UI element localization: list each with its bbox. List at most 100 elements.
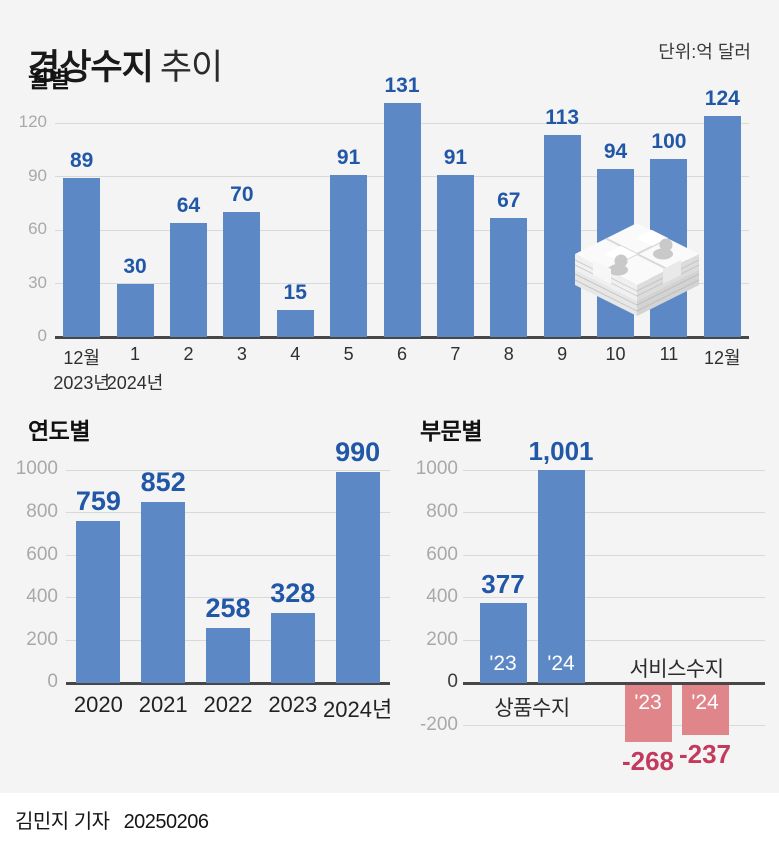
axis-tick-label: 800	[426, 500, 458, 522]
axis-tick-label: 0	[447, 671, 458, 693]
bar	[206, 628, 250, 683]
monthly-chart-title: 월별	[28, 66, 70, 92]
x-axis-label: 3	[236, 344, 247, 364]
x-axis-year-label: 2024년	[106, 373, 164, 393]
money-stacks-icon	[574, 223, 700, 316]
group-label: 상품수지	[494, 697, 570, 720]
bar	[537, 469, 585, 683]
page-title: 경상수지 추이	[28, 39, 223, 90]
axis-tick-label: -200	[419, 713, 458, 735]
bar-period-label: '23	[489, 652, 517, 675]
bar-value-label: 328	[270, 578, 316, 609]
gridline	[66, 554, 390, 556]
x-axis-label: 8	[503, 344, 514, 364]
bar-value-label: -237	[678, 739, 732, 770]
sector-chart-title: 부문별	[420, 418, 482, 444]
bar	[330, 174, 368, 337]
bar-value-label: 377	[481, 568, 525, 599]
x-axis-label: 11	[659, 344, 679, 364]
bar-value-label: 91	[443, 145, 468, 169]
bar	[276, 310, 314, 337]
x-axis-label: 2020	[73, 692, 123, 717]
axis-tick-label: 600	[26, 543, 58, 565]
bar-value-label: 258	[205, 593, 251, 624]
axis-tick-label: 0	[37, 326, 47, 346]
bar-value-label: 94	[603, 140, 628, 164]
bar	[63, 178, 101, 337]
axis-tick-label: 1000	[15, 458, 58, 480]
x-axis-label: 1	[130, 344, 141, 364]
x-axis-label: 12월	[704, 348, 741, 368]
x-axis-label: 2023	[268, 692, 318, 717]
x-axis-label: 12월	[63, 348, 100, 368]
axis-tick-label: 600	[426, 543, 458, 565]
axis-baseline	[66, 682, 390, 685]
gridline	[463, 512, 765, 514]
axis-tick-label: 120	[18, 112, 47, 132]
gridline	[66, 469, 390, 471]
x-axis-label: 6	[396, 344, 407, 364]
bar-value-label: 67	[497, 188, 521, 212]
bar	[436, 174, 474, 337]
bar	[490, 217, 528, 337]
bar-value-label: 91	[336, 145, 361, 169]
bar	[479, 602, 527, 683]
gridline	[463, 639, 765, 641]
bar-value-label: -268	[621, 746, 675, 777]
x-axis-year-label: 2023년	[53, 373, 110, 393]
byline-area: 김민지 기자 20250206	[0, 793, 779, 845]
bar	[169, 222, 207, 337]
axis-tick-label: 1000	[415, 458, 458, 480]
bar-value-label: 759	[75, 486, 121, 517]
reporter-name: 김민지 기자	[15, 811, 110, 833]
page-title-sub: 추이	[159, 48, 223, 88]
bar	[543, 135, 581, 337]
bar	[76, 521, 121, 683]
bar-value-label: 30	[123, 254, 147, 278]
axis-tick-label: 400	[26, 586, 58, 608]
bar	[624, 685, 672, 743]
axis-tick-label: 200	[26, 628, 58, 650]
x-axis-label: 2024년	[323, 697, 393, 722]
x-axis-label: 2022	[203, 692, 253, 717]
x-axis-label: 9	[557, 344, 568, 364]
gridline	[463, 597, 765, 599]
group-label: 서비스수지	[629, 658, 724, 681]
bar-value-label: 131	[384, 74, 420, 98]
yearly-bar-chart: 0 200 400 600 800 1000 759 2020 852 2021 258 2022 32…	[0, 437, 410, 730]
gridline	[463, 469, 765, 471]
bar	[335, 472, 380, 683]
bar-value-label: 1,001	[528, 436, 594, 466]
gridline	[463, 554, 765, 556]
bar	[223, 212, 261, 337]
bar-value-label: 113	[545, 106, 580, 130]
bar-value-label: 852	[140, 466, 186, 497]
bar-value-label: 64	[176, 193, 201, 217]
x-axis-label: 2	[183, 344, 194, 364]
bar	[681, 685, 729, 736]
yearly-chart-title: 연도별	[28, 418, 90, 444]
x-axis-label: 2021	[138, 692, 188, 717]
x-axis-label: 4	[290, 344, 301, 364]
bar	[383, 103, 421, 337]
bar-value-label: 89	[70, 149, 94, 173]
bar-value-label: 124	[704, 86, 740, 110]
bar-value-label: 15	[283, 281, 307, 305]
byline: 김민지 기자 20250206	[15, 805, 209, 834]
bar	[270, 613, 315, 683]
x-axis-label: 7	[450, 344, 461, 364]
unit-label: 단위:억 달러	[658, 42, 751, 62]
byline-date: 20250206	[123, 811, 209, 833]
bar	[116, 283, 154, 337]
axis-tick-label: 200	[426, 628, 458, 650]
x-axis-label: 5	[343, 344, 354, 364]
bar-period-label: '24	[547, 652, 575, 675]
gridline	[463, 725, 765, 727]
axis-baseline	[55, 336, 749, 339]
bar-value-label: 990	[335, 437, 381, 468]
bar	[703, 115, 741, 337]
axis-baseline	[463, 682, 765, 685]
bar-value-label: 100	[651, 129, 687, 153]
gridline	[66, 597, 390, 599]
